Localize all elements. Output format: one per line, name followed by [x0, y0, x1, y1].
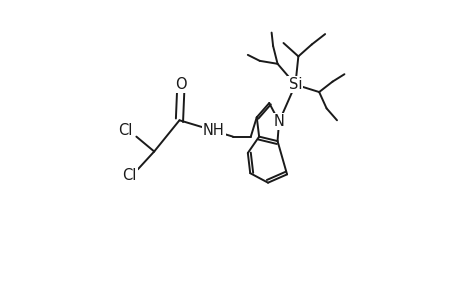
- Text: Cl: Cl: [122, 168, 136, 183]
- Text: Si: Si: [288, 77, 302, 92]
- Text: Cl: Cl: [118, 123, 132, 138]
- Text: N: N: [273, 114, 284, 129]
- Text: O: O: [175, 77, 186, 92]
- Text: NH: NH: [202, 123, 224, 138]
